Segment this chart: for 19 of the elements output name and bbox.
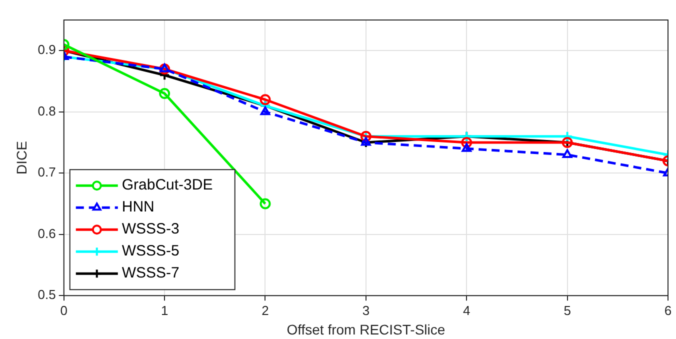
y-axis-title: DICE (13, 141, 30, 175)
x-tick-label: 6 (664, 302, 672, 318)
legend-label: HNN (122, 198, 154, 216)
y-tick-label: 0.9 (38, 42, 56, 58)
y-tick-label: 0.8 (38, 103, 56, 118)
y-tick-label: 0.6 (38, 226, 56, 241)
legend-label: WSSS-7 (122, 264, 180, 282)
x-tick-label: 4 (463, 302, 470, 318)
y-tick-label: 0.7 (38, 164, 56, 180)
x-tick-label: 3 (362, 302, 370, 318)
x-axis-title: Offset from RECIST-Slice (286, 321, 446, 338)
y-tick-label: 0.5 (38, 287, 56, 302)
legend-label: WSSS-5 (122, 242, 180, 260)
x-tick-label: 0 (60, 302, 68, 318)
x-tick-label: 2 (262, 302, 269, 318)
legend-label: WSSS-3 (122, 220, 180, 238)
x-tick-label: 1 (160, 302, 168, 318)
x-tick-label: 5 (564, 302, 571, 318)
legend-label: GrabCut-3DE (122, 176, 213, 194)
